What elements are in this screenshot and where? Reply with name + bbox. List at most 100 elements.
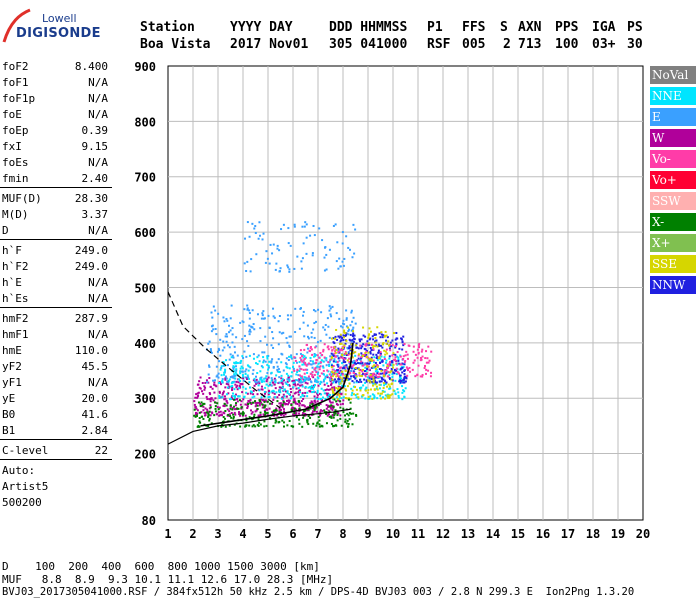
scatter-point xyxy=(366,368,369,371)
scatter-point xyxy=(420,350,423,353)
scatter-point xyxy=(270,360,273,363)
scatter-point xyxy=(309,356,312,359)
scatter-point xyxy=(336,354,339,357)
scatter-point xyxy=(369,352,372,355)
scatter-point xyxy=(294,359,297,362)
scatter-point xyxy=(376,372,379,375)
scatter-point xyxy=(279,391,282,394)
scatter-point xyxy=(339,386,342,389)
auto-note-text: 500200 xyxy=(2,496,42,509)
scatter-point xyxy=(264,392,267,395)
scatter-point xyxy=(223,402,226,405)
scatter-point xyxy=(258,399,261,402)
scatter-point xyxy=(403,395,406,398)
scatter-point xyxy=(337,267,340,270)
footer-muf-values: 8.8 8.9 9.3 10.1 11.1 12.6 17.0 28.3 [MH… xyxy=(35,573,334,586)
scatter-point xyxy=(306,347,309,350)
scatter-point xyxy=(377,349,380,352)
scatter-point xyxy=(401,385,404,388)
scatter-point xyxy=(258,234,261,237)
scatter-point xyxy=(313,322,316,325)
scatter-point xyxy=(332,364,335,367)
y-tick-label: 200 xyxy=(134,448,156,462)
x-tick-label: 5 xyxy=(264,527,271,541)
scatter-point xyxy=(202,402,205,405)
param-row: h`E N/A xyxy=(0,274,112,290)
scatter-point xyxy=(225,377,228,380)
scatter-point xyxy=(345,397,348,400)
scatter-point xyxy=(261,366,264,369)
scatter-point xyxy=(331,404,334,407)
scatter-point xyxy=(310,400,313,403)
scatter-point xyxy=(373,396,376,399)
param-label: MUF(D) xyxy=(2,192,42,205)
scatter-point xyxy=(255,381,258,384)
scatter-point xyxy=(391,339,394,342)
scatter-point xyxy=(355,346,358,349)
scatter-point xyxy=(250,412,253,415)
scatter-point xyxy=(399,379,402,382)
scatter-point xyxy=(207,342,210,345)
scatter-point xyxy=(275,420,278,423)
scatter-point xyxy=(328,363,331,366)
scatter-point xyxy=(239,367,242,370)
scatter-point xyxy=(235,380,238,383)
scatter-point xyxy=(242,377,245,380)
scatter-point xyxy=(248,416,251,419)
scatter-point xyxy=(379,357,382,360)
scatter-point xyxy=(282,402,285,405)
scatter-point xyxy=(223,346,226,349)
scatter-point xyxy=(367,397,370,400)
scatter-point xyxy=(203,402,206,405)
scatter-point xyxy=(316,354,319,357)
scatter-point xyxy=(384,330,387,333)
scatter-point xyxy=(371,393,374,396)
param-value: N/A xyxy=(88,156,108,169)
scatter-point xyxy=(270,402,273,405)
scatter-point xyxy=(255,362,258,365)
scatter-point xyxy=(405,377,408,380)
scatter-point xyxy=(304,356,307,359)
scatter-point xyxy=(295,408,298,411)
scatter-point xyxy=(200,411,203,414)
scatter-point xyxy=(234,413,237,416)
scatter-point xyxy=(345,378,348,381)
param-row: h`Es N/A xyxy=(0,290,112,306)
scatter-point xyxy=(255,253,258,256)
scatter-point xyxy=(336,419,339,422)
scatter-point xyxy=(302,394,305,397)
scatter-point xyxy=(214,405,217,408)
scatter-point xyxy=(396,355,399,358)
param-label: yF1 xyxy=(2,376,22,389)
scatter-point xyxy=(333,358,336,361)
scatter-point xyxy=(266,343,269,346)
scatter-point xyxy=(341,362,344,365)
scatter-point xyxy=(314,320,317,323)
scatter-point xyxy=(338,393,341,396)
scatter-point xyxy=(236,354,239,357)
scatter-point xyxy=(399,363,402,366)
scatter-point xyxy=(305,344,308,347)
scatter-point xyxy=(400,338,403,341)
scatter-point xyxy=(292,365,295,368)
scatter-point xyxy=(294,391,297,394)
scatter-point xyxy=(209,393,212,396)
scatter-point xyxy=(282,331,285,334)
scatter-point xyxy=(328,336,331,339)
scatter-point xyxy=(254,401,257,404)
scatter-point xyxy=(220,425,223,428)
scatter-point xyxy=(323,383,326,386)
auto-note-text: Auto: xyxy=(2,464,36,477)
scatter-point xyxy=(249,366,252,369)
scatter-point xyxy=(267,314,270,317)
scatter-point xyxy=(334,378,337,381)
x-tick-label: 20 xyxy=(636,527,650,541)
scatter-point xyxy=(330,382,333,385)
scatter-point xyxy=(336,338,339,341)
scatter-point xyxy=(406,357,409,360)
scatter-point xyxy=(425,361,428,364)
scatter-point xyxy=(337,347,340,350)
scatter-point xyxy=(396,350,399,353)
scatter-point xyxy=(319,380,322,383)
scatter-point xyxy=(312,309,315,312)
